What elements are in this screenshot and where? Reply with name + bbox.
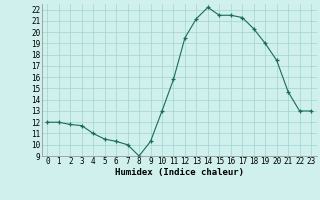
X-axis label: Humidex (Indice chaleur): Humidex (Indice chaleur) [115,168,244,177]
